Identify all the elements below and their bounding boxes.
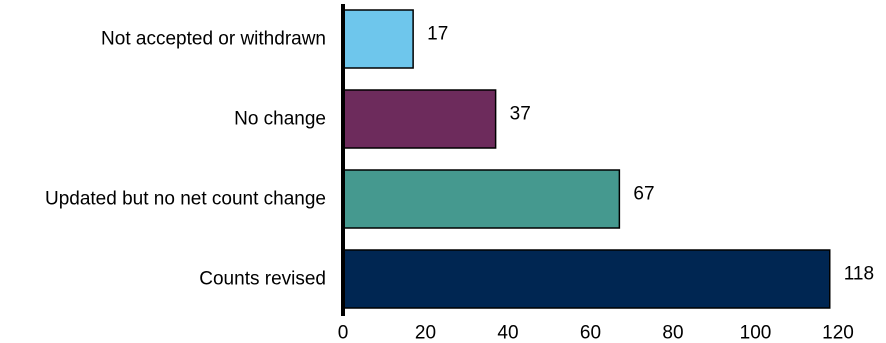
bars-group [342,9,831,309]
value-labels-group: 17 37 67 118 [427,24,874,285]
x-tick-label-6: 120 [822,323,854,343]
bar-0 [342,9,414,69]
category-label-2: Updated but no net count change [45,189,326,210]
value-label-1: 37 [510,104,531,125]
value-label-0: 17 [427,24,448,45]
category-labels-group: Not accepted or withdrawn No change Update… [45,29,326,290]
category-label-0: Not accepted or withdrawn [101,29,326,50]
category-label-3: Counts revised [199,269,326,290]
x-tick-label-5: 100 [740,323,772,343]
x-tick-label-1: 20 [415,323,436,343]
bar-2 [342,169,621,229]
x-axis-ticks-group: 0 20 40 60 80 100 120 [338,323,854,343]
x-tick-label-3: 60 [580,323,601,343]
value-label-2: 67 [633,184,654,205]
value-label-3: 118 [844,264,874,285]
x-tick-label-0: 0 [338,323,349,343]
x-tick-label-4: 80 [662,323,683,343]
bar-3 [342,249,831,309]
x-tick-label-2: 40 [497,323,518,343]
category-label-1: No change [234,109,326,130]
bar-1 [342,89,497,149]
